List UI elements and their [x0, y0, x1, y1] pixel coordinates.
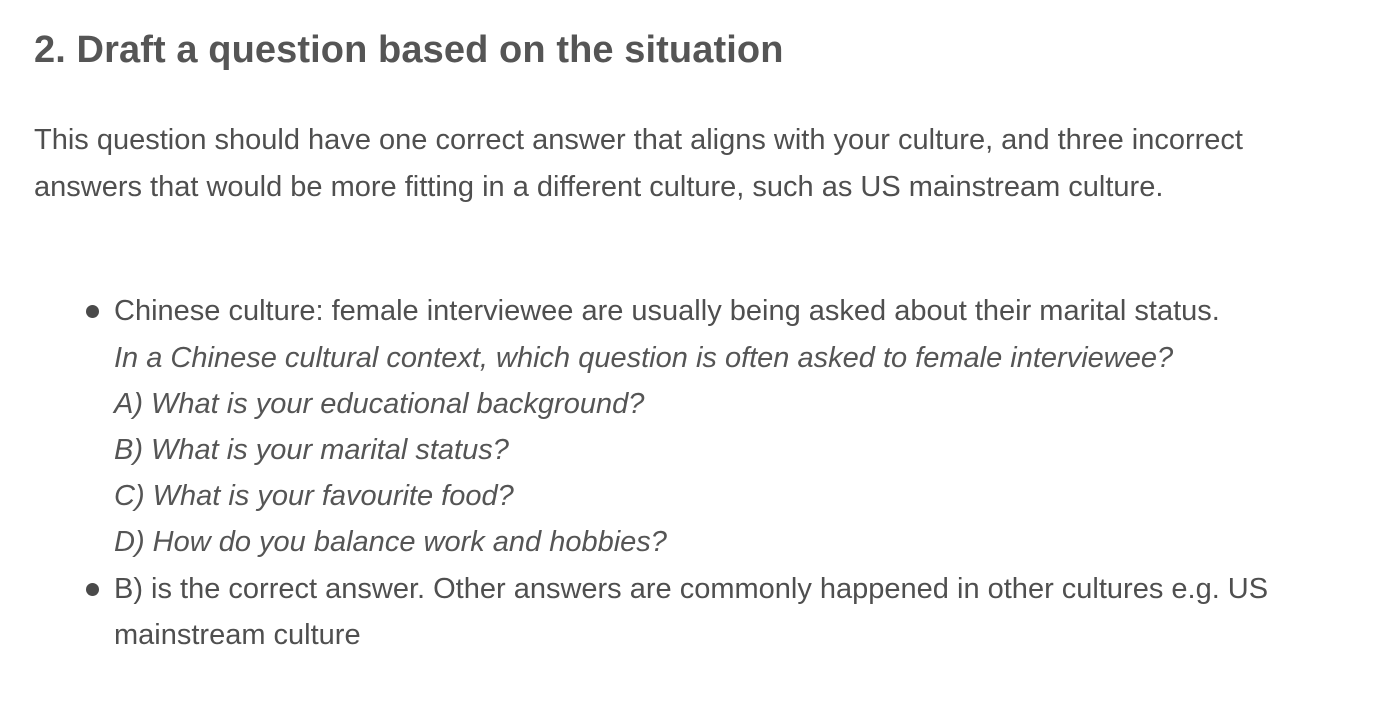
bullet-list: Chinese culture: female interviewee are …	[34, 288, 1354, 659]
bullet-icon	[86, 305, 99, 318]
intro-paragraph: This question should have one correct an…	[34, 124, 1243, 203]
bullet-text: B) is the correct answer. Other answers …	[114, 572, 1269, 652]
bullet-icon	[86, 582, 99, 596]
list-item: B) is the correct answer. Other answers …	[34, 566, 1354, 659]
section-heading: 2. Draft a question based on the situati…	[34, 29, 784, 71]
example-question-block: In a Chinese cultural context, which que…	[34, 335, 1354, 566]
example-question: In a Chinese cultural context, which que…	[114, 341, 1174, 374]
list-item: Chinese culture: female interviewee are …	[34, 288, 1354, 335]
example-option-d: D) How do you balance work and hobbies?	[114, 526, 667, 559]
example-option-a: A) What is your educational background?	[114, 387, 645, 420]
example-option-b: B) What is your marital status?	[114, 433, 509, 466]
bullet-text: Chinese culture: female interviewee are …	[114, 295, 1220, 327]
example-option-c: C) What is your favourite food?	[114, 480, 514, 513]
